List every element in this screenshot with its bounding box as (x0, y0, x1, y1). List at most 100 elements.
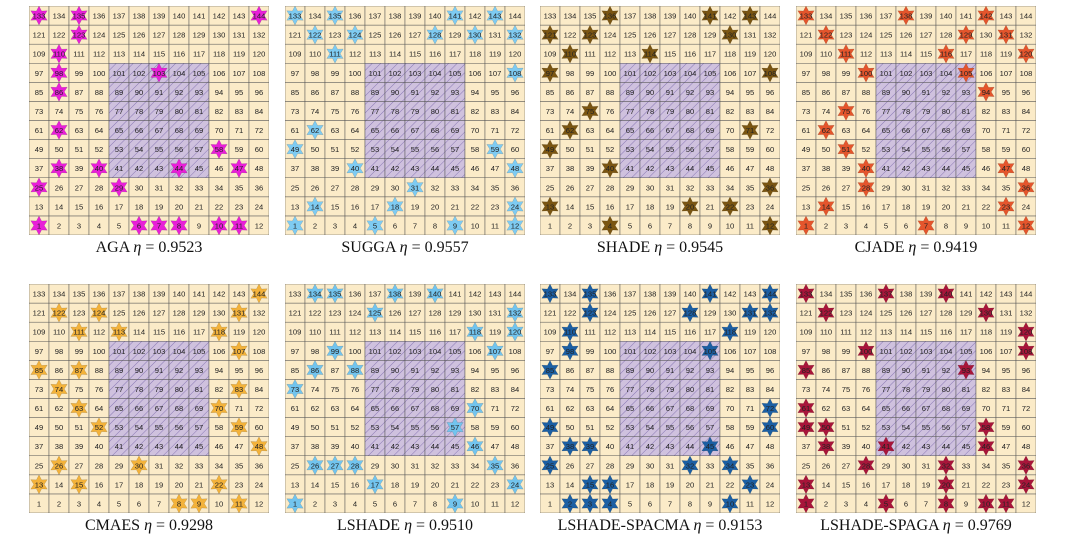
cell-number: 17 (882, 202, 890, 211)
cell-number: 96 (255, 366, 263, 375)
star-marker (170, 493, 188, 513)
cell-number: 110 (309, 328, 321, 337)
cell-number: 60 (1022, 145, 1030, 154)
cell-number: 34 (726, 461, 734, 470)
cell-number: 3 (844, 221, 848, 230)
cell-number: 50 (55, 423, 63, 432)
star-marker (817, 120, 835, 140)
cell-number: 17 (371, 480, 379, 489)
cell-number: 130 (213, 309, 226, 318)
cell-number: 119 (1000, 50, 1012, 59)
star-marker (957, 62, 975, 83)
cell-number: 64 (606, 404, 614, 413)
cell-number: 59 (491, 423, 499, 432)
cell-number: 123 (329, 309, 342, 318)
cell-number: 40 (606, 442, 614, 451)
cell-number: 135 (73, 290, 86, 299)
cell-number: 131 (233, 309, 246, 318)
cell-number: 142 (980, 12, 993, 21)
star-marker (681, 455, 699, 476)
cell-number: 83 (235, 107, 243, 116)
cell-number: 25 (291, 183, 299, 192)
cell-number: 42 (135, 164, 143, 173)
cell-number: 103 (153, 69, 166, 78)
cell-number: 131 (1000, 31, 1013, 40)
cell-number: 138 (389, 290, 402, 299)
cell-number: 124 (93, 31, 106, 40)
cell-number: 8 (433, 221, 437, 230)
cell-number: 103 (409, 347, 422, 356)
cell-number: 7 (157, 221, 161, 230)
cell-number: 113 (880, 50, 892, 59)
star-marker (581, 474, 599, 495)
cell-number: 114 (900, 328, 912, 337)
cell-number: 137 (880, 12, 893, 21)
cell-number: 22 (215, 480, 223, 489)
cell-number: 71 (491, 126, 499, 135)
cell-number: 95 (491, 88, 499, 97)
cell-number: 117 (449, 328, 461, 337)
cell-number: 72 (255, 404, 263, 413)
star-marker (326, 455, 344, 476)
cell-number: 40 (351, 164, 359, 173)
cell-number: 74 (55, 107, 63, 116)
cell-number: 50 (55, 145, 63, 154)
cell-number: 6 (904, 499, 908, 508)
cell-number: 84 (766, 385, 774, 394)
cell-number: 39 (586, 442, 594, 451)
cell-number: 111 (73, 50, 85, 59)
cell-number: 102 (900, 69, 913, 78)
cell-number: 46 (471, 164, 479, 173)
cell-number: 2 (57, 499, 61, 508)
cell-number: 47 (491, 442, 499, 451)
cell-number: 69 (195, 404, 203, 413)
cell-number: 19 (922, 480, 930, 489)
cell-number: 87 (75, 366, 83, 375)
cell-number: 32 (686, 183, 694, 192)
cell-number: 107 (1000, 69, 1013, 78)
cell-number: 14 (55, 202, 63, 211)
cell-number: 46 (726, 164, 734, 173)
cell-number: 2 (824, 221, 828, 230)
cell-number: 38 (822, 442, 830, 451)
cell-number: 78 (646, 107, 654, 116)
star-marker (561, 120, 579, 140)
cell-number: 91 (666, 88, 674, 97)
cell-number: 49 (291, 423, 299, 432)
cell-number: 127 (409, 309, 422, 318)
star-marker (306, 120, 324, 140)
cell-number: 91 (411, 366, 419, 375)
cell-number: 5 (628, 499, 632, 508)
star-marker (486, 6, 504, 26)
star-marker (761, 302, 779, 323)
star-marker (897, 6, 915, 26)
cell-number: 121 (800, 309, 813, 318)
cell-number: 82 (215, 107, 223, 116)
cell-number: 80 (686, 385, 694, 394)
cell-number: 115 (153, 50, 165, 59)
cell-number: 59 (235, 423, 243, 432)
cell-number: 70 (726, 404, 734, 413)
cell-number: 116 (940, 50, 952, 59)
cell-number: 50 (566, 145, 574, 154)
cell-number: 37 (291, 442, 299, 451)
cell-number: 124 (349, 309, 362, 318)
cell-number: 20 (431, 202, 439, 211)
caption: SHADE η = 0.9545 (596, 239, 724, 256)
cell-number: 35 (746, 183, 754, 192)
cell-number: 55 (411, 145, 419, 154)
star-marker (386, 196, 404, 217)
cell-number: 8 (688, 499, 692, 508)
cell-number: 106 (980, 347, 993, 356)
cell-number: 54 (135, 423, 143, 432)
star-marker (446, 215, 464, 235)
cell-number: 61 (35, 404, 43, 413)
cell-number: 92 (431, 88, 439, 97)
cell-number: 19 (155, 202, 163, 211)
cell-number: 122 (309, 309, 322, 318)
cell-number: 74 (55, 385, 63, 394)
cell-number: 83 (235, 385, 243, 394)
cell-number: 144 (253, 290, 266, 299)
cell-number: 117 (449, 50, 461, 59)
